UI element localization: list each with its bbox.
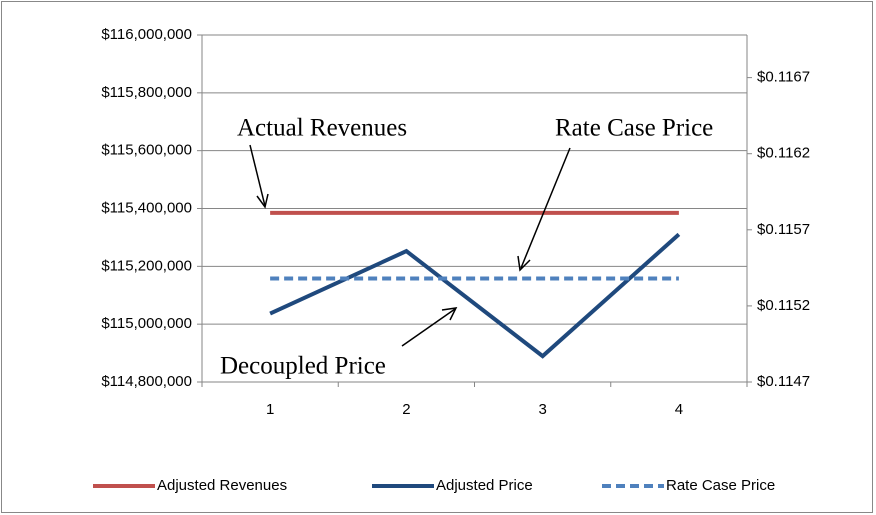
y2-tick-label: $0.1162 bbox=[757, 145, 810, 162]
y-tick-label: $115,600,000 bbox=[101, 142, 192, 159]
y-tick-label: $116,000,000 bbox=[101, 26, 192, 43]
grid bbox=[197, 34, 752, 387]
x-tick-label: 4 bbox=[675, 401, 683, 418]
y-tick-label: $114,800,000 bbox=[101, 373, 192, 390]
annotation: Rate Case Price bbox=[555, 115, 713, 142]
legend-label: Adjusted Revenues bbox=[157, 477, 287, 494]
x-tick-label: 3 bbox=[538, 401, 546, 418]
y-tick-label: $115,800,000 bbox=[101, 84, 192, 101]
y-tick-label: $115,200,000 bbox=[101, 257, 192, 274]
legend-label: Rate Case Price bbox=[666, 477, 775, 494]
annotation: Actual Revenues bbox=[237, 115, 407, 142]
legend-label: Adjusted Price bbox=[436, 477, 533, 494]
y2-tick-label: $0.1167 bbox=[757, 69, 810, 86]
y2-tick-label: $0.1152 bbox=[757, 297, 810, 314]
y-tick-label: $115,000,000 bbox=[101, 315, 192, 332]
marks bbox=[269, 210, 681, 359]
x-tick-label: 2 bbox=[402, 401, 410, 418]
y-tick-label: $115,400,000 bbox=[101, 199, 192, 216]
x-tick-label: 1 bbox=[266, 401, 274, 418]
y2-tick-label: $0.1157 bbox=[757, 221, 810, 238]
y2-tick-label: $0.1147 bbox=[757, 373, 810, 390]
series-line bbox=[269, 232, 681, 359]
arrows bbox=[249, 144, 571, 347]
annotation: Decoupled Price bbox=[220, 353, 386, 380]
